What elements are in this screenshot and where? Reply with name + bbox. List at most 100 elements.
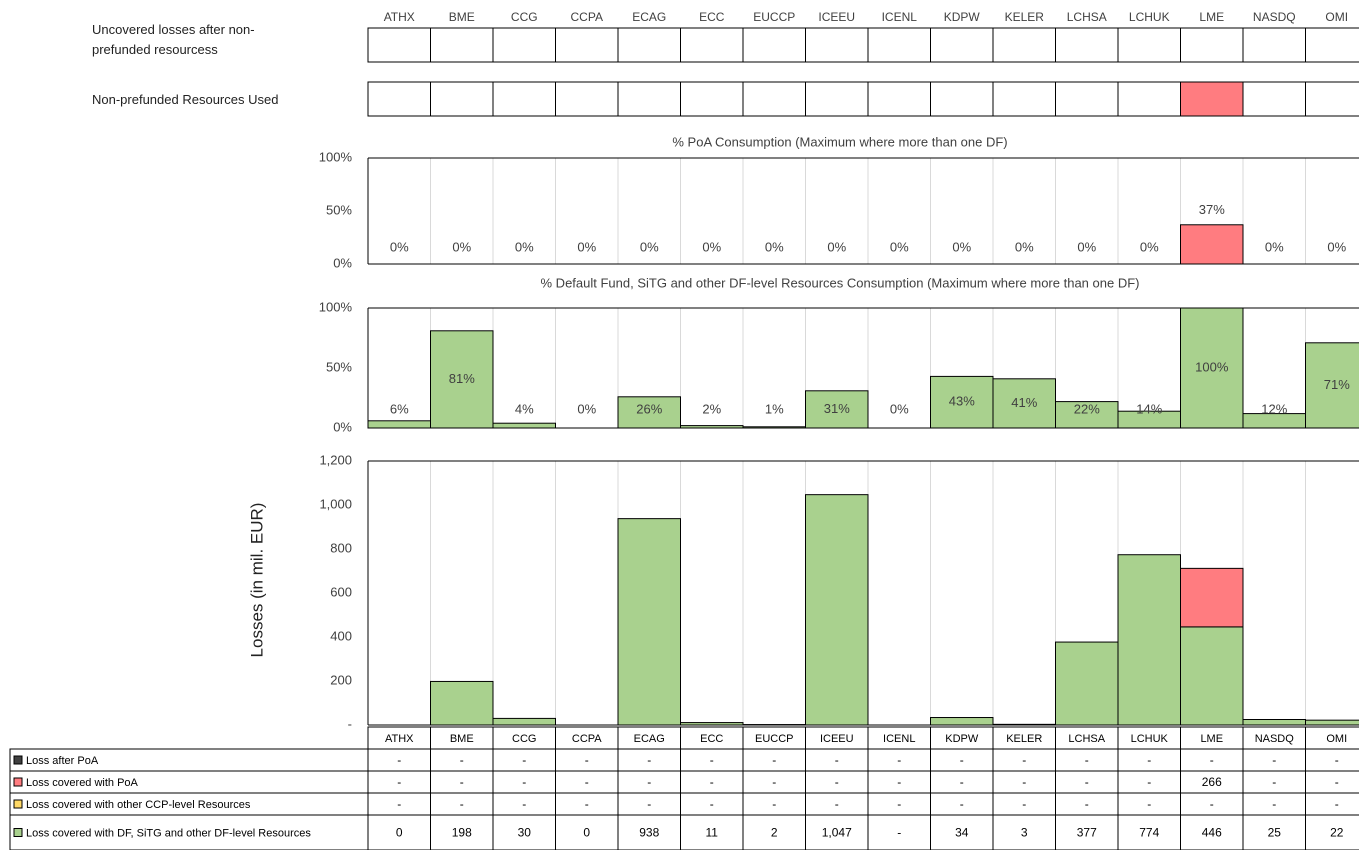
category-label: KELER [1005, 10, 1045, 24]
value-label: 6% [390, 401, 409, 416]
bar-segment [680, 722, 744, 726]
value-label: 0% [390, 239, 409, 254]
y-tick-label: 50% [326, 359, 352, 374]
table-header: KDPW [945, 733, 979, 745]
status-cell [992, 27, 1056, 63]
table-value: - [647, 753, 651, 767]
table-value: - [1210, 797, 1214, 811]
value-label: 31% [824, 401, 850, 416]
table-header: ATHX [385, 733, 414, 745]
table-value: - [897, 775, 901, 789]
bar [930, 375, 994, 429]
table-value: 938 [639, 826, 659, 840]
y-tick-label: 0% [333, 255, 352, 270]
table-value: - [1147, 775, 1151, 789]
legend-label: Loss covered with DF, SiTG and other DF-… [26, 827, 311, 839]
category-label: EUCCP [753, 10, 795, 24]
table-value: 266 [1202, 775, 1222, 789]
status-cell [1055, 27, 1119, 63]
status-cell [555, 27, 619, 63]
table-value: - [460, 753, 464, 767]
status-cell [430, 81, 494, 117]
legend-label: Loss after PoA [26, 755, 99, 767]
table-header: ECAG [634, 733, 665, 745]
table-value: 377 [1077, 826, 1097, 840]
table-value: 11 [706, 826, 719, 840]
table-value: - [585, 797, 589, 811]
table-value: 34 [955, 826, 969, 840]
bar-segment [617, 518, 681, 726]
status-cell [430, 27, 494, 63]
value-label: 0% [640, 239, 659, 254]
table-value: - [960, 775, 964, 789]
value-label: 22% [1074, 401, 1100, 416]
value-label: 0% [1265, 239, 1284, 254]
table-value: - [1085, 797, 1089, 811]
table-cell [1117, 814, 1181, 850]
table-value: 1,047 [822, 826, 852, 840]
value-label: 0% [577, 401, 596, 416]
table-value: - [1272, 797, 1276, 811]
table-header: LCHUK [1131, 733, 1169, 745]
table-value: - [772, 753, 776, 767]
row-label: Uncovered losses after non-prefunded res… [92, 22, 255, 57]
table-cell [1242, 814, 1306, 850]
table-header: CCG [512, 733, 536, 745]
legend-cell [9, 814, 369, 850]
table-cell [1305, 770, 1359, 794]
value-label: 37% [1199, 202, 1225, 217]
status-cell [1305, 81, 1359, 117]
table-cell [1180, 814, 1244, 850]
table-value: 30 [518, 826, 532, 840]
value-label: 0% [890, 401, 909, 416]
status-cell [555, 81, 619, 117]
status-cell [367, 81, 431, 117]
status-cell [680, 27, 744, 63]
bar [1180, 224, 1244, 265]
y-axis-label: Losses (in mil. EUR) [247, 503, 266, 658]
bar [430, 330, 494, 429]
table-value: - [835, 775, 839, 789]
value-label: 0% [952, 239, 971, 254]
bar [367, 420, 431, 429]
table-value: - [1022, 753, 1026, 767]
table-value: - [710, 775, 714, 789]
bar-segment [930, 717, 994, 726]
table-value: - [960, 753, 964, 767]
chart-title: % PoA Consumption (Maximum where more th… [672, 134, 1007, 149]
table-header: NASDQ [1255, 733, 1295, 745]
value-label: 14% [1136, 401, 1162, 416]
table-value: - [647, 775, 651, 789]
status-cell [492, 27, 556, 63]
value-label: 26% [636, 401, 662, 416]
value-label: 0% [452, 239, 471, 254]
table-cell [1305, 814, 1359, 850]
status-cell [617, 81, 681, 117]
table-value: - [397, 753, 401, 767]
table-value: 774 [1139, 826, 1159, 840]
bar-segment [1305, 719, 1359, 726]
y-tick-label: 400 [330, 628, 352, 643]
table-value: 446 [1202, 826, 1222, 840]
value-label: 12% [1261, 401, 1287, 416]
category-label: ECC [699, 10, 725, 24]
y-tick-label: 1,000 [319, 496, 352, 511]
legend-swatch [13, 777, 23, 787]
value-label: 0% [1140, 239, 1159, 254]
bar-segment [1055, 641, 1119, 726]
table-cell [617, 814, 681, 850]
status-cell [742, 27, 806, 63]
value-label: 0% [890, 239, 909, 254]
status-cell [1305, 27, 1359, 63]
table-value: - [897, 797, 901, 811]
table-value: - [772, 797, 776, 811]
table-value: - [1335, 753, 1339, 767]
y-tick-label: 50% [326, 202, 352, 217]
category-label: CCPA [571, 10, 603, 24]
value-label: 0% [577, 239, 596, 254]
category-label: ATHX [384, 10, 415, 24]
status-cell [1117, 27, 1181, 63]
legend-swatch [13, 828, 23, 837]
